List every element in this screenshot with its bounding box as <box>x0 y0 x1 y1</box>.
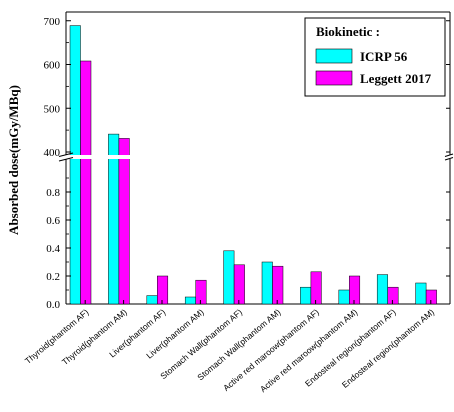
bar-icrp56-6 <box>300 286 312 305</box>
legend-swatch-icrp56 <box>315 48 353 64</box>
x-tick-label-1: Thyroid(phantom AM) <box>60 307 129 367</box>
y-tick-label-high-2: 600 <box>44 60 61 72</box>
x-tick-label-0: Thyroid(phantom AF) <box>23 307 91 366</box>
bar-icrp56-3 <box>184 296 196 305</box>
bar-leggett2017-5 <box>272 265 284 305</box>
y-tick-label-low-1: 0.2 <box>46 271 60 283</box>
legend: Biokinetic : ICRP 56 Leggett 2017 <box>304 17 446 97</box>
bar-icrp56-7 <box>338 289 350 305</box>
axis-break-band <box>58 155 454 159</box>
legend-title: Biokinetic : <box>316 24 380 39</box>
bars-group <box>58 25 454 305</box>
legend-label-icrp56: ICRP 56 <box>360 49 408 64</box>
y-axis-label: Absorbed dose(mGy/MBq) <box>6 85 21 235</box>
legend-swatch-leggett2017 <box>315 70 353 86</box>
axis-break-mark-right-top <box>444 153 454 157</box>
bar-leggett2017-7 <box>349 275 361 305</box>
bar-leggett2017-6 <box>310 271 322 305</box>
y-tick-label-low-0: 0.0 <box>46 299 60 311</box>
x-axis-ticks: Thyroid(phantom AF)Thyroid(phantom AM)Li… <box>23 300 436 394</box>
bar-icrp56-1 <box>108 133 120 305</box>
bar-leggett2017-1 <box>118 138 130 305</box>
axis-break-mark-left-top <box>58 152 74 157</box>
bar-leggett2017-8 <box>387 286 399 305</box>
y-tick-label-low-4: 0.8 <box>46 187 60 199</box>
y-tick-label-high-0: 400 <box>44 147 61 159</box>
y-axis-ticks: 0.0 0.2 0.4 0.6 0.8 400 500 600 700 <box>44 16 450 311</box>
axis-break-mark-left-bottom <box>58 157 74 162</box>
bar-leggett2017-0 <box>80 60 92 305</box>
bar-leggett2017-9 <box>425 289 437 305</box>
bar-icrp56-5 <box>261 261 273 305</box>
bar-icrp56-8 <box>376 274 388 305</box>
y-tick-label-low-3: 0.6 <box>46 215 60 227</box>
bar-icrp56-2 <box>146 295 158 305</box>
legend-label-leggett2017: Leggett 2017 <box>360 71 432 86</box>
y-tick-label-low-2: 0.4 <box>46 243 60 255</box>
bar-leggett2017-4 <box>233 264 245 305</box>
bar-icrp56-4 <box>223 250 235 305</box>
y-tick-label-high-1: 500 <box>44 103 61 115</box>
y-tick-label-high-3: 700 <box>44 16 61 28</box>
bar-leggett2017-3 <box>195 279 207 305</box>
bar-icrp56-0 <box>69 25 81 305</box>
axis-break-mark-right-bottom <box>444 157 454 161</box>
bar-leggett2017-2 <box>157 275 169 305</box>
bar-icrp56-9 <box>415 282 427 305</box>
